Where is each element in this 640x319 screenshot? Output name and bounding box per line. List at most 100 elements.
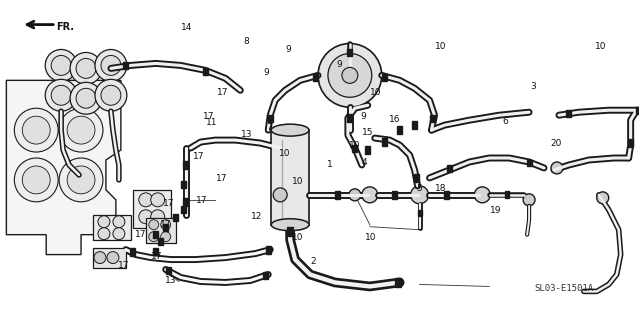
- Circle shape: [328, 54, 372, 97]
- Bar: [392, 191, 397, 199]
- Circle shape: [51, 56, 71, 75]
- Bar: [348, 114, 353, 122]
- Bar: [173, 214, 178, 221]
- Circle shape: [139, 193, 153, 207]
- Polygon shape: [6, 80, 121, 255]
- Bar: [412, 121, 417, 129]
- Circle shape: [95, 49, 127, 81]
- Circle shape: [151, 210, 164, 224]
- Bar: [365, 146, 371, 154]
- Text: 1: 1: [326, 160, 332, 169]
- Bar: [397, 126, 402, 134]
- Text: 3: 3: [531, 82, 536, 91]
- Circle shape: [14, 158, 58, 202]
- Bar: [395, 278, 401, 287]
- Circle shape: [22, 116, 50, 144]
- Circle shape: [95, 79, 127, 111]
- Text: 9: 9: [360, 112, 366, 121]
- Polygon shape: [146, 218, 175, 243]
- Text: SL03-E1501A: SL03-E1501A: [534, 284, 593, 293]
- Text: 12: 12: [251, 212, 262, 221]
- Text: 5: 5: [416, 184, 422, 193]
- Bar: [203, 68, 208, 75]
- Text: 11: 11: [206, 118, 218, 128]
- Text: 16: 16: [390, 115, 401, 124]
- Circle shape: [113, 216, 125, 228]
- Text: 10: 10: [371, 88, 382, 97]
- Bar: [268, 115, 273, 122]
- Text: 10: 10: [292, 177, 303, 186]
- Bar: [417, 210, 422, 216]
- Text: 2: 2: [311, 257, 316, 266]
- Circle shape: [45, 49, 77, 81]
- Bar: [527, 160, 532, 167]
- Text: 17: 17: [203, 112, 214, 121]
- Circle shape: [151, 193, 164, 207]
- Text: 8: 8: [244, 38, 250, 47]
- Circle shape: [273, 188, 287, 202]
- Text: 17: 17: [193, 152, 205, 161]
- Circle shape: [67, 166, 95, 194]
- Text: FR.: FR.: [56, 22, 74, 32]
- Bar: [183, 198, 188, 206]
- Circle shape: [139, 210, 153, 224]
- Bar: [505, 191, 509, 198]
- Text: 4: 4: [362, 158, 367, 167]
- Bar: [271, 130, 309, 225]
- Circle shape: [148, 220, 159, 230]
- Circle shape: [107, 252, 119, 263]
- Text: 10: 10: [595, 42, 606, 51]
- Text: 20: 20: [550, 139, 561, 148]
- Text: 17: 17: [163, 199, 175, 208]
- Circle shape: [551, 162, 563, 174]
- Text: 17: 17: [218, 88, 229, 97]
- Bar: [266, 246, 271, 254]
- Bar: [447, 166, 452, 173]
- Circle shape: [596, 192, 609, 204]
- Text: 10: 10: [435, 42, 447, 51]
- Circle shape: [101, 56, 121, 75]
- Circle shape: [59, 158, 103, 202]
- Circle shape: [349, 189, 361, 201]
- Bar: [444, 191, 449, 199]
- Bar: [263, 271, 268, 279]
- Text: 9: 9: [263, 68, 269, 77]
- Circle shape: [94, 252, 106, 263]
- Bar: [353, 145, 357, 152]
- Bar: [348, 49, 353, 56]
- Bar: [181, 206, 186, 213]
- Bar: [183, 161, 188, 169]
- Bar: [131, 248, 135, 256]
- Circle shape: [67, 116, 95, 144]
- Circle shape: [318, 43, 381, 107]
- Text: 17: 17: [118, 261, 129, 271]
- Ellipse shape: [271, 219, 309, 231]
- Text: 10: 10: [349, 141, 361, 150]
- Text: 7: 7: [266, 123, 272, 132]
- Circle shape: [474, 187, 490, 203]
- Bar: [636, 107, 640, 114]
- Text: 17: 17: [134, 230, 146, 239]
- Text: 17: 17: [160, 220, 172, 229]
- Text: 10: 10: [365, 233, 377, 242]
- Text: 18: 18: [435, 184, 447, 193]
- Bar: [153, 231, 158, 238]
- Bar: [287, 227, 293, 236]
- Bar: [181, 182, 186, 189]
- Circle shape: [98, 228, 110, 240]
- Circle shape: [411, 186, 429, 204]
- Bar: [335, 191, 340, 199]
- Circle shape: [98, 216, 110, 228]
- Bar: [153, 248, 158, 255]
- Circle shape: [51, 85, 71, 105]
- Circle shape: [342, 67, 358, 83]
- Text: 10: 10: [279, 149, 291, 158]
- Circle shape: [161, 220, 171, 230]
- Bar: [628, 139, 633, 147]
- Text: 10: 10: [292, 233, 303, 242]
- Bar: [312, 74, 317, 81]
- Text: 17: 17: [150, 252, 162, 261]
- Text: 17: 17: [216, 174, 227, 183]
- Circle shape: [362, 187, 378, 203]
- Circle shape: [148, 232, 159, 241]
